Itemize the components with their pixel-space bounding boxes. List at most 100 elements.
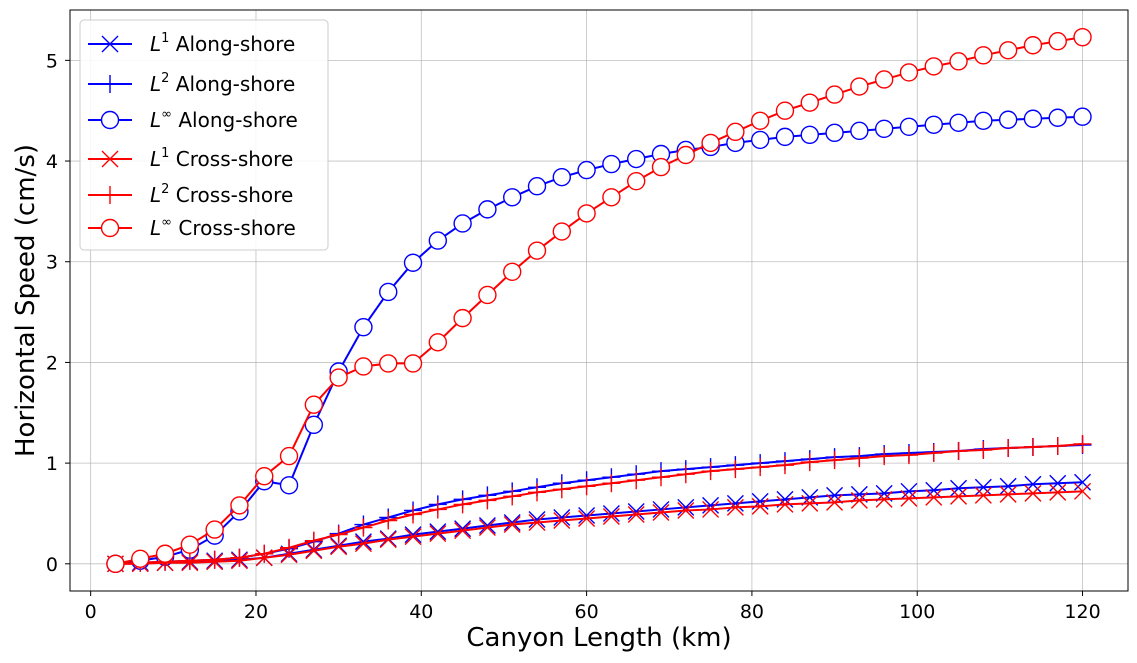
data-point xyxy=(180,551,199,570)
data-point xyxy=(900,489,918,507)
data-point xyxy=(800,93,819,112)
data-point xyxy=(1074,473,1092,491)
data-point xyxy=(950,487,968,505)
legend-label: L2 Along-shore xyxy=(150,71,295,96)
data-point xyxy=(850,121,869,141)
data-point xyxy=(578,510,596,527)
data-point xyxy=(1023,36,1043,55)
legend-marker xyxy=(100,218,120,238)
data-point xyxy=(776,495,794,513)
data-point xyxy=(1074,482,1092,500)
data-point xyxy=(900,482,918,500)
data-point xyxy=(478,519,496,537)
data-point xyxy=(503,487,522,506)
data-point xyxy=(304,415,324,435)
legend-label: L1 Along-shore xyxy=(150,31,295,56)
data-point xyxy=(230,548,249,567)
data-point xyxy=(404,526,422,544)
legend-item: L∞ Along-shore xyxy=(88,107,298,132)
data-point xyxy=(925,488,943,506)
legend-marker xyxy=(101,75,119,93)
x-axis-label: Canyon Length (km) xyxy=(466,623,731,653)
data-point xyxy=(602,154,621,174)
data-point xyxy=(429,523,447,541)
data-point xyxy=(676,145,695,165)
data-point xyxy=(1073,107,1092,126)
x-tick-label: 60 xyxy=(575,601,599,623)
data-point xyxy=(577,204,596,223)
data-point xyxy=(354,317,373,337)
data-point xyxy=(627,505,645,523)
data-point xyxy=(676,465,695,484)
legend-item: L∞ Cross-shore xyxy=(88,215,296,240)
data-point xyxy=(330,538,348,556)
data-point xyxy=(750,111,770,130)
data-point xyxy=(701,462,720,481)
data-point xyxy=(454,520,472,538)
data-point xyxy=(998,41,1018,60)
data-point xyxy=(552,222,572,241)
data-point xyxy=(1049,474,1067,492)
data-point xyxy=(279,446,299,466)
data-point xyxy=(626,171,646,191)
legend-marker xyxy=(100,110,120,130)
data-point xyxy=(255,544,274,563)
x-tick-label: 20 xyxy=(244,601,268,623)
series-line xyxy=(115,115,1083,565)
data-point xyxy=(379,282,398,302)
legend-marker xyxy=(101,150,119,168)
data-point xyxy=(949,113,968,132)
data-point xyxy=(478,491,497,510)
data-point xyxy=(106,554,125,574)
data-point xyxy=(180,535,200,554)
x-tick-label: 0 xyxy=(85,601,97,623)
data-point xyxy=(800,453,819,472)
x-tick-label: 80 xyxy=(740,601,764,623)
data-point xyxy=(702,500,720,518)
data-point xyxy=(899,117,919,137)
data-point xyxy=(403,253,423,272)
data-point xyxy=(825,123,844,143)
data-point xyxy=(577,160,596,180)
data-point xyxy=(552,167,572,187)
data-point xyxy=(578,506,596,524)
data-point xyxy=(454,522,472,540)
data-point xyxy=(503,516,521,534)
data-point xyxy=(1023,109,1043,128)
data-point xyxy=(354,357,373,376)
data-point xyxy=(999,485,1017,503)
data-point xyxy=(602,188,621,207)
data-point xyxy=(775,101,795,120)
data-point xyxy=(701,133,720,153)
data-point xyxy=(652,503,670,521)
data-point xyxy=(949,52,968,71)
data-point xyxy=(850,449,869,468)
data-point xyxy=(924,444,943,463)
data-point xyxy=(850,491,868,509)
grid xyxy=(70,10,1128,591)
data-point xyxy=(874,70,894,89)
data-point xyxy=(403,354,423,373)
x-tick-label: 120 xyxy=(1064,601,1100,623)
data-point xyxy=(527,241,547,260)
data-point xyxy=(1073,434,1092,453)
data-point xyxy=(503,262,522,282)
data-point xyxy=(800,125,819,145)
data-point xyxy=(751,458,770,477)
data-point xyxy=(155,544,175,563)
y-tick-label: 4 xyxy=(46,151,58,173)
data-point xyxy=(1048,32,1067,51)
data-point xyxy=(379,531,397,549)
data-point xyxy=(924,115,943,134)
data-point xyxy=(702,496,720,514)
data-point xyxy=(801,494,819,512)
data-point xyxy=(826,486,844,504)
series-layer xyxy=(106,27,1092,574)
plot-frame xyxy=(69,9,1129,592)
data-point xyxy=(1049,483,1067,501)
data-point xyxy=(775,127,795,147)
data-point xyxy=(379,354,398,373)
data-point xyxy=(428,500,447,519)
data-point xyxy=(478,200,497,219)
